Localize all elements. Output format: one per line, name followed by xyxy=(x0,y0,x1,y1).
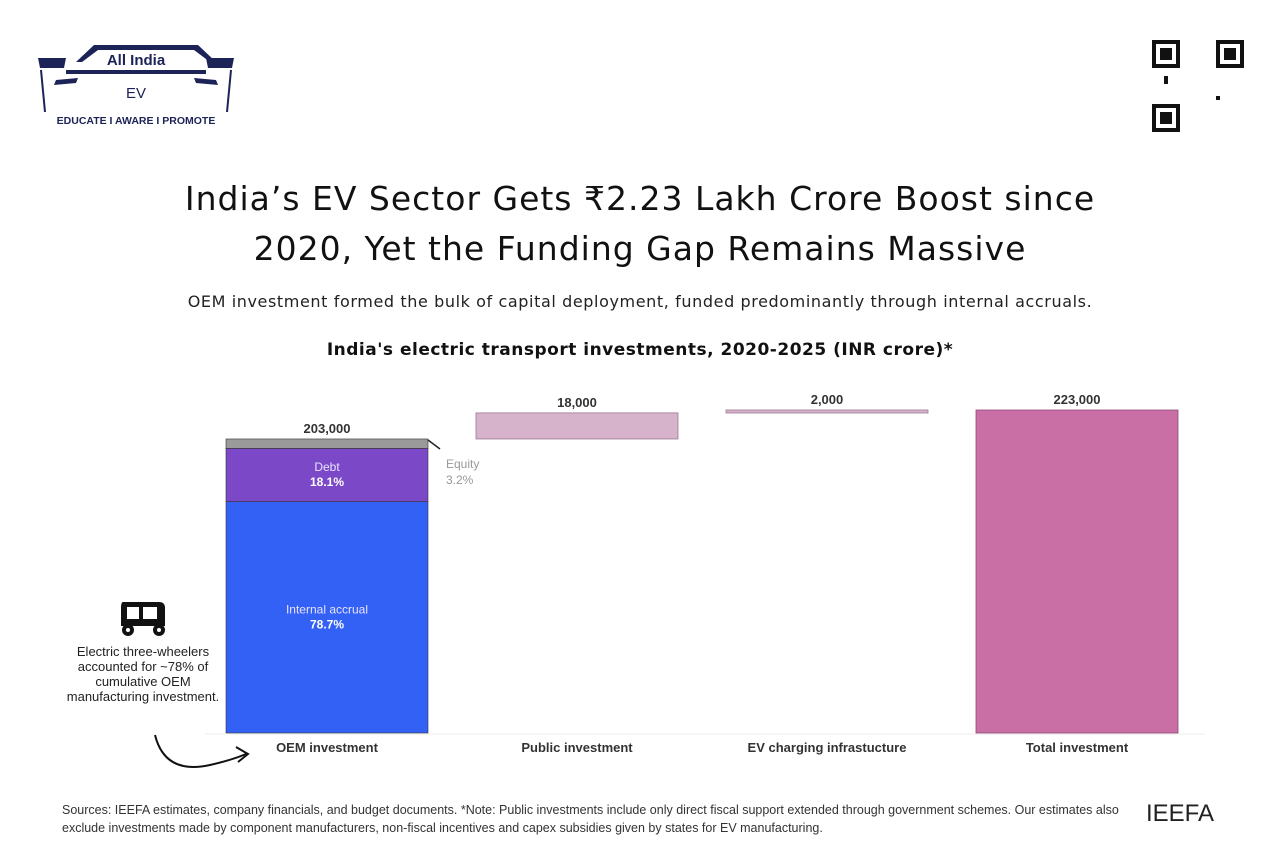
segment-share: 78.7% xyxy=(310,617,344,631)
bar-public-investment xyxy=(475,412,679,440)
qr-code-icon xyxy=(1152,40,1244,132)
value-label: 223,000 xyxy=(1054,392,1101,407)
ieefa-brand: IEEFA xyxy=(1146,800,1215,827)
category-label: EV charging infrastucture xyxy=(748,740,907,755)
category-label: OEM investment xyxy=(276,740,379,755)
page-title: India’s EV Sector Gets ₹2.23 Lakh Crore … xyxy=(0,174,1280,274)
title-line-2: 2020, Yet the Funding Gap Remains Massiv… xyxy=(253,229,1027,268)
logo-text: All India xyxy=(107,52,166,69)
annotation-text: Electric three-wheelers accounted for ~7… xyxy=(66,644,220,704)
bar-oem-equity xyxy=(225,438,429,449)
bar-ev-charging-infrastucture xyxy=(725,409,929,414)
bar-oem-debt xyxy=(225,448,429,502)
equity-leader-line xyxy=(427,439,441,450)
sources-note: Sources: IEEFA estimates, company financ… xyxy=(62,803,1119,835)
arrow-head xyxy=(235,746,250,763)
value-label: 203,000 xyxy=(304,421,351,436)
bar-total-investment xyxy=(975,409,1179,734)
title-line-1: India’s EV Sector Gets ₹2.23 Lakh Crore … xyxy=(184,179,1096,218)
annotation: Electric three-wheelers accounted for ~7… xyxy=(58,598,228,704)
logo-tagline: EDUCATE I AWARE I PROMOTE xyxy=(57,115,216,127)
equity-share: 3.2% xyxy=(446,473,474,487)
curved-arrow-icon xyxy=(154,734,247,768)
value-label: 2,000 xyxy=(811,392,844,407)
all-india-ev-logo: All India EV EDUCATE I AWARE I PROMOTE xyxy=(38,45,234,127)
value-label: 18,000 xyxy=(557,395,597,410)
chart-title: India's electric transport investments, … xyxy=(326,340,954,360)
segment-label: Debt xyxy=(314,460,340,474)
category-label: Total investment xyxy=(1026,740,1129,755)
auto-rickshaw-icon xyxy=(121,602,165,636)
logo-text-ev: EV xyxy=(126,85,146,102)
equity-label: Equity xyxy=(446,457,479,471)
segment-share: 18.1% xyxy=(310,475,344,489)
subtitle: OEM investment formed the bulk of capita… xyxy=(187,292,1093,311)
segment-label: Internal accrual xyxy=(286,602,368,616)
category-label: Public investment xyxy=(521,740,633,755)
bar-oem-internal-accrual xyxy=(225,501,429,734)
